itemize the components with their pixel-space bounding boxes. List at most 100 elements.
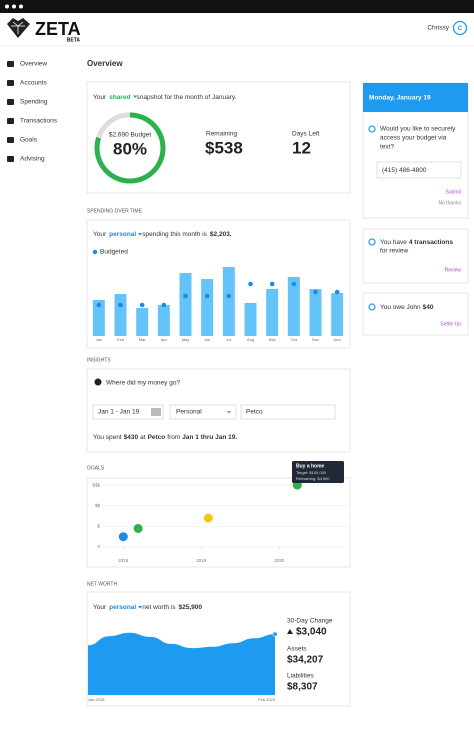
snapshot-card <box>86 81 351 194</box>
insight-sentence: You spent $430 at Petco from Jan 1 thru Jan 1… <box>93 434 237 441</box>
x-tick-label: May <box>182 337 190 342</box>
budget-label: $2,690 Budget <box>109 132 151 139</box>
ring-label: 80% <box>113 139 147 158</box>
text: You owe John <box>380 304 421 311</box>
net-worth-chart: Jan 2018 Feb 2020 <box>88 631 278 702</box>
phone: (415) 486-4800 <box>382 167 427 174</box>
date-input[interactable] <box>92 404 164 420</box>
bar <box>114 294 127 336</box>
caret <box>227 411 231 414</box>
budget-dot <box>226 293 232 299</box>
legend-label: Budgeted <box>100 249 128 256</box>
scope[interactable]: personal <box>109 604 136 611</box>
x-tick-label: Sep <box>269 337 277 342</box>
x-tick-label: Dec <box>334 337 341 342</box>
nav-item[interactable]: Overview <box>20 61 47 68</box>
bullet <box>368 238 376 246</box>
text: spending this month is <box>142 231 207 238</box>
y-tick-label: $$$ <box>92 482 100 487</box>
avatar-initial: C <box>458 25 463 32</box>
nav-icon <box>7 137 14 143</box>
owe-card <box>362 292 469 336</box>
budget-dot <box>96 302 102 308</box>
budget-dot <box>269 281 275 287</box>
tooltip-line: Target: $100,000 <box>296 470 327 475</box>
nav-icon <box>7 61 14 67</box>
bar <box>244 303 257 336</box>
bar <box>287 277 300 336</box>
remaining-label: Remaining <box>206 131 237 138</box>
nav-icon <box>7 156 14 162</box>
nav-icon <box>7 118 14 124</box>
assets: $34,207 <box>287 655 324 666</box>
amount: $25,900 <box>178 604 202 611</box>
avatar[interactable] <box>452 20 468 36</box>
text: You have <box>380 239 407 246</box>
amount: $2,203. <box>210 231 232 238</box>
bar <box>92 300 105 336</box>
user-name[interactable]: Chrissy <box>427 25 449 32</box>
nav-item[interactable]: Accounts <box>20 80 47 87</box>
legend-marker <box>92 249 98 255</box>
window-dot <box>19 4 23 9</box>
spending-chart: Budgeted Jan Feb Mar Apr May Jun Jul Aug Sep Oct No… <box>92 249 344 342</box>
phone-input[interactable] <box>376 161 462 179</box>
section-heading: INSIGHTS <box>87 357 111 363</box>
nav-item[interactable]: Spending <box>20 99 48 106</box>
transactions-card <box>362 228 469 284</box>
bar <box>179 273 192 336</box>
goal-point[interactable] <box>203 513 213 523</box>
logo: ZETA <box>35 19 81 39</box>
x-tick-label: Oct <box>291 337 298 342</box>
bar <box>157 305 170 336</box>
days-label: Days Left <box>292 131 320 138</box>
question-line: text? <box>380 144 394 151</box>
section-heading: GOALS <box>87 465 105 471</box>
change: $3,040 <box>296 627 327 638</box>
settle[interactable]: Settle Up <box>440 321 461 327</box>
x-tick-label: 2018 <box>118 558 129 563</box>
decline[interactable]: No thanks <box>438 200 461 206</box>
x-tick-label: 2019 <box>196 558 207 563</box>
window-dot <box>5 4 9 9</box>
bar <box>136 308 149 336</box>
review[interactable]: Review <box>445 267 462 273</box>
nav-item[interactable]: Goals <box>20 137 38 144</box>
days: 12 <box>292 138 311 157</box>
goal-point[interactable] <box>118 532 128 542</box>
badge: BETA <box>67 37 81 43</box>
text: from <box>167 434 180 441</box>
budget-dot <box>313 289 318 295</box>
tooltip-title: Buy a home <box>296 463 325 469</box>
budget-dot <box>118 302 123 308</box>
goal-point[interactable] <box>133 523 143 533</box>
tooltip <box>292 461 344 483</box>
change-label: 30-Day Change <box>287 618 333 625</box>
scope-select[interactable] <box>169 404 237 420</box>
bullet <box>368 125 376 133</box>
up-arrow <box>287 629 293 634</box>
bar <box>266 289 279 336</box>
bar <box>222 267 235 336</box>
question-line: Would you like to securely <box>380 126 456 133</box>
x-tick-label: Feb 2020 <box>258 697 276 702</box>
submit[interactable]: Submit <box>445 189 461 195</box>
nav-item[interactable]: Transactions <box>20 118 58 125</box>
logo-lines <box>11 21 25 34</box>
nav-item[interactable]: Advising <box>20 156 45 163</box>
area <box>88 632 275 695</box>
caret <box>138 606 142 609</box>
browser-bar <box>0 0 474 13</box>
scope[interactable]: personal <box>109 231 136 238</box>
text: Your <box>93 604 107 611</box>
x-tick-label: Jan <box>96 337 102 342</box>
nav-icon <box>7 99 14 105</box>
scope[interactable]: shared <box>109 94 130 101</box>
date: Monday, January 19 <box>369 95 431 102</box>
x-tick-label: Jun <box>204 337 210 342</box>
merchant-input[interactable] <box>240 404 336 420</box>
budget-dot <box>161 302 167 308</box>
window-dot <box>12 4 16 9</box>
text: at <box>140 434 146 441</box>
text: net worth is <box>142 604 176 611</box>
